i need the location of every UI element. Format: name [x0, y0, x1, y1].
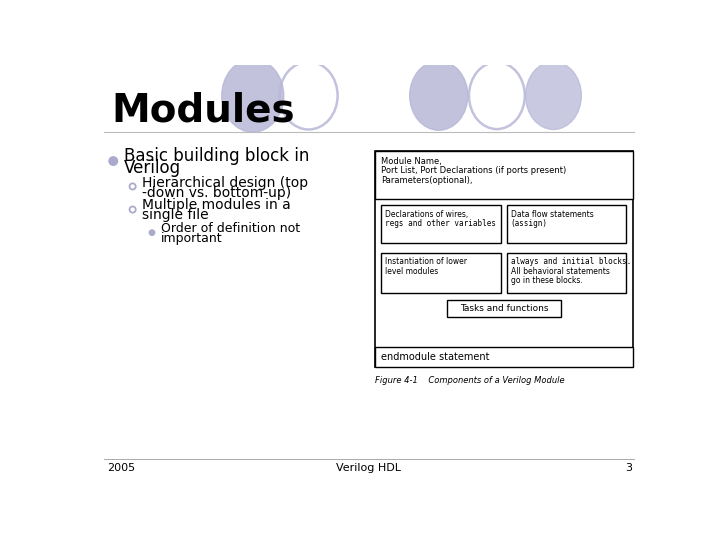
Text: 3: 3	[626, 463, 632, 473]
Text: Parameters(optional),: Parameters(optional),	[382, 176, 473, 185]
Text: Hierarchical design (top: Hierarchical design (top	[142, 176, 308, 190]
Text: 2005: 2005	[107, 463, 135, 473]
Text: Modules: Modules	[112, 92, 295, 130]
Text: Tasks and functions: Tasks and functions	[459, 305, 548, 313]
Text: Multiple modules in a: Multiple modules in a	[142, 198, 291, 212]
Text: important: important	[161, 232, 222, 245]
Text: endmodule statement: endmodule statement	[382, 352, 490, 362]
Text: -down vs. bottom-up): -down vs. bottom-up)	[142, 186, 291, 200]
Bar	[382, 205, 500, 244]
Bar	[382, 253, 500, 293]
Bar	[375, 151, 632, 199]
Text: level modules: level modules	[385, 267, 438, 275]
Text: Figure 4-1    Components of a Verilog Module: Figure 4-1 Components of a Verilog Modul…	[375, 376, 564, 385]
Bar	[375, 151, 632, 367]
Ellipse shape	[109, 157, 117, 165]
Text: Instantiation of lower: Instantiation of lower	[385, 257, 467, 266]
Text: Order of definition not: Order of definition not	[161, 222, 300, 235]
Ellipse shape	[222, 59, 284, 132]
Bar	[507, 205, 626, 244]
Text: All behavioral statements: All behavioral statements	[510, 267, 610, 275]
Text: Verilog HDL: Verilog HDL	[336, 463, 402, 473]
Ellipse shape	[410, 61, 468, 130]
Text: go in these blocks.: go in these blocks.	[510, 276, 582, 285]
Text: Verilog: Verilog	[124, 159, 181, 177]
Text: Port List, Port Declarations (if ports present): Port List, Port Declarations (if ports p…	[382, 166, 567, 176]
Text: regs and other variables: regs and other variables	[385, 219, 496, 228]
Text: Basic building block in: Basic building block in	[124, 147, 310, 165]
Text: Declarations of wires,: Declarations of wires,	[385, 210, 469, 219]
Bar	[375, 347, 632, 367]
Text: single file: single file	[142, 208, 209, 222]
Text: Module Name,: Module Name,	[382, 157, 442, 166]
Ellipse shape	[149, 230, 155, 235]
Text: Data flow statements: Data flow statements	[510, 210, 593, 219]
Bar	[446, 300, 561, 318]
Text: (assign): (assign)	[510, 219, 548, 228]
Bar	[507, 253, 626, 293]
Ellipse shape	[526, 62, 581, 130]
Text: always and initial blocks.: always and initial blocks.	[510, 257, 631, 266]
